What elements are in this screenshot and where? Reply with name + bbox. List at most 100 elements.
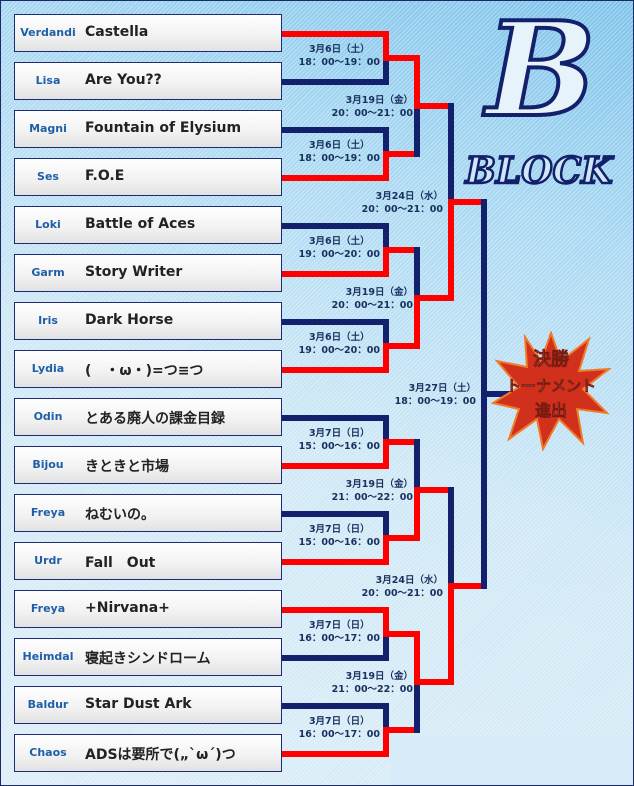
match-time: 15：00～16：00: [298, 537, 380, 548]
match-date: 3月24日（水）: [375, 575, 443, 586]
match-date: 3月7日（日）: [308, 428, 370, 439]
team-entry: Ses F.O.E: [14, 158, 282, 196]
match-time: 20：00～21：00: [361, 588, 443, 599]
match-schedule: 3月7日（日） 15：00～16：00: [299, 427, 380, 453]
match-schedule: 3月6日（土） 19：00～20：00: [299, 235, 380, 261]
team-entry: Odin とある廃人の課金目録: [14, 398, 282, 436]
team-name: +Nirvana+: [85, 600, 170, 616]
team-name: ADSは要所で(„`ω´)つ: [85, 747, 236, 763]
match-date: 3月27日（土）: [408, 383, 476, 394]
match-schedule: 3月19日（金） 21：00～22：00: [332, 670, 413, 696]
match-schedule: 3月7日（日） 15：00～16：00: [299, 523, 380, 549]
match-schedule: 3月6日（土） 18：00～19：00: [299, 139, 380, 165]
b-block-logo: B BLOCK: [463, 3, 615, 193]
team-name: Battle of Aces: [85, 216, 196, 232]
match-date: 3月6日（土）: [308, 332, 370, 343]
server-tag: Garm: [31, 266, 65, 279]
finals-advance-badge: 決勝 トーナメント 進出: [491, 331, 611, 451]
team-name: Star Dust Ark: [85, 696, 192, 712]
match-time: 18：00～19：00: [298, 153, 380, 164]
team-name: Fall Out: [85, 555, 156, 571]
team-name: Fountain of Elysium: [85, 120, 242, 136]
match-date: 3月19日（金）: [345, 287, 413, 298]
match-time: 19：00～20：00: [298, 345, 380, 356]
team-name: きときと市場: [85, 459, 169, 475]
logo-letter: B: [482, 3, 596, 146]
match-schedule: 3月7日（日） 16：00～17：00: [299, 715, 380, 741]
team-entry: Freya ねむいの。: [14, 494, 282, 532]
match-schedule: 3月19日（金） 20：00～21：00: [332, 94, 413, 120]
match-time: 19：00～20：00: [298, 249, 380, 260]
team-entry: Heimdal 寝起きシンドローム: [14, 638, 282, 676]
server-tag: Lydia: [31, 362, 65, 375]
team-entry: Loki Battle of Aces: [14, 206, 282, 244]
badge-line-2: トーナメント: [506, 377, 596, 395]
match-schedule: 3月7日（日） 16：00～17：00: [299, 619, 380, 645]
match-schedule: 3月27日（土） 18：00～19：00: [395, 382, 476, 408]
match-schedule: 3月19日（金） 20：00～21：00: [332, 286, 413, 312]
match-date: 3月7日（日）: [308, 524, 370, 535]
team-name: Story Writer: [85, 264, 183, 280]
match-date: 3月19日（金）: [345, 671, 413, 682]
match-date: 3月6日（土）: [308, 140, 370, 151]
team-entry: Freya +Nirvana+: [14, 590, 282, 628]
match-date: 3月19日（金）: [345, 479, 413, 490]
server-tag: Loki: [35, 218, 61, 231]
team-name: Are You??: [85, 72, 162, 88]
server-tag: Odin: [33, 410, 63, 423]
match-time: 20：00～21：00: [331, 300, 413, 311]
match-date: 3月7日（日）: [308, 716, 370, 727]
match-date: 3月6日（土）: [308, 44, 370, 55]
server-tag: Freya: [30, 506, 66, 519]
match-time: 21：00～22：00: [331, 684, 413, 695]
match-schedule: 3月6日（土） 19：00～20：00: [299, 331, 380, 357]
team-entry: Bijou きときと市場: [14, 446, 282, 484]
server-tag: Heimdal: [22, 650, 74, 663]
server-tag: Freya: [30, 602, 66, 615]
server-tag: Baldur: [27, 698, 69, 711]
badge-line-1: 決勝: [533, 348, 570, 370]
team-entry: Verdandi Castella: [14, 14, 282, 52]
server-tag: Urdr: [34, 554, 62, 567]
team-name: F.O.E: [85, 168, 125, 184]
match-date: 3月19日（金）: [345, 95, 413, 106]
badge-line-3: 進出: [535, 401, 567, 420]
server-tag: Verdandi: [20, 26, 76, 39]
match-schedule: 3月19日（金） 21：00～22：00: [332, 478, 413, 504]
team-entry: Urdr Fall Out: [14, 542, 282, 580]
match-schedule: 3月24日（水） 20：00～21：00: [362, 190, 443, 216]
match-time: 15：00～16：00: [298, 441, 380, 452]
match-time: 20：00～21：00: [361, 204, 443, 215]
match-date: 3月7日（日）: [308, 620, 370, 631]
background-panel: [391, 736, 633, 785]
match-schedule: 3月24日（水） 20：00～21：00: [362, 574, 443, 600]
server-tag: Magni: [29, 122, 67, 135]
team-name: とある廃人の課金目録: [85, 411, 225, 427]
server-tag: Chaos: [29, 746, 67, 759]
match-date: 3月24日（水）: [375, 191, 443, 202]
team-name: Dark Horse: [85, 312, 174, 328]
star-burst-icon: [491, 331, 611, 451]
logo-word: BLOCK: [464, 150, 614, 192]
match-time: 18：00～19：00: [298, 57, 380, 68]
match-time: 16：00～17：00: [298, 729, 380, 740]
team-name: Castella: [85, 24, 149, 40]
match-schedule: 3月6日（土） 18：00～19：00: [299, 43, 380, 69]
match-time: 21：00～22：00: [331, 492, 413, 503]
team-entry: Garm Story Writer: [14, 254, 282, 292]
team-name: ( ・ω・)=つ≡つ: [85, 363, 204, 379]
match-date: 3月6日（土）: [308, 236, 370, 247]
team-entry: Iris Dark Horse: [14, 302, 282, 340]
server-tag: Lisa: [35, 74, 61, 87]
team-entry: Baldur Star Dust Ark: [14, 686, 282, 724]
team-name: 寝起きシンドローム: [85, 651, 211, 667]
match-time: 18：00～19：00: [394, 396, 476, 407]
match-time: 20：00～21：00: [331, 108, 413, 119]
team-entry: Lydia ( ・ω・)=つ≡つ: [14, 350, 282, 388]
server-tag: Iris: [38, 314, 58, 327]
team-entry: Lisa Are You??: [14, 62, 282, 100]
team-entry: Magni Fountain of Elysium: [14, 110, 282, 148]
match-time: 16：00～17：00: [298, 633, 380, 644]
